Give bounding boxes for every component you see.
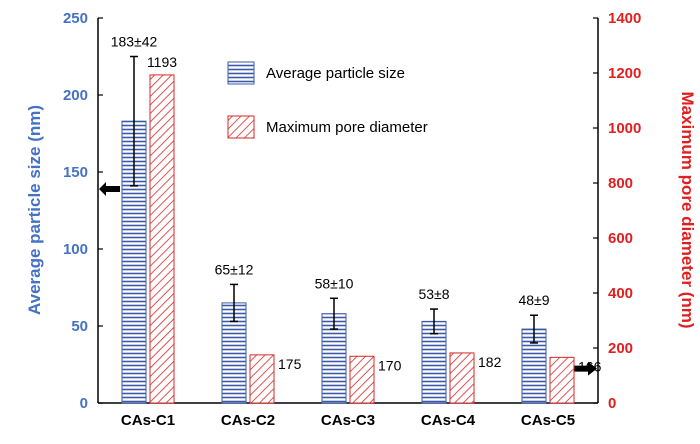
axes: 0 50 100 150 200 250 0 200 400 600 800 1000 1200 1400	[63, 10, 641, 412]
bar-pore-diameter	[249, 354, 275, 404]
right-tick-label: 1000	[608, 120, 641, 137]
left-tick-label: 150	[63, 164, 88, 181]
bar-pore-diameter	[549, 356, 575, 404]
x-tick-label: CAs-C2	[221, 412, 275, 429]
data-labels: 183±42 1193 CAs-C1 65±12 175 CAs-C2 58±10 170 CA…	[111, 34, 602, 430]
legend-label-particle-size: Average particle size	[266, 65, 405, 82]
data-label-pore-diameter: 166	[578, 358, 602, 374]
left-tick-label: 200	[63, 87, 88, 104]
legend-label-pore-diameter: Maximum pore diameter	[266, 119, 428, 136]
data-label-particle-size: 58±10	[315, 275, 354, 291]
bar-pore-diameter	[149, 74, 175, 404]
right-tick-label: 200	[608, 340, 633, 357]
legend-swatch-pore-diameter	[227, 115, 255, 139]
right-tick-label: 800	[608, 175, 633, 192]
bar-pore-diameter	[349, 355, 375, 404]
right-tick-label: 1400	[608, 10, 641, 27]
x-tick-label: CAs-C1	[121, 412, 175, 429]
legend-swatch-particle-size	[227, 61, 255, 85]
data-label-particle-size: 53±8	[418, 286, 449, 302]
x-tick-label: CAs-C5	[521, 412, 575, 429]
bar-pore-diameter	[449, 352, 475, 404]
left-tick-label: 50	[71, 318, 88, 335]
left-tick-label: 250	[63, 10, 88, 27]
right-axis-arrow-icon	[568, 361, 597, 376]
x-tick-label: CAs-C3	[321, 412, 375, 429]
right-tick-label: 1200	[608, 65, 641, 82]
data-label-particle-size: 183±42	[111, 34, 158, 50]
data-label-particle-size: 48±9	[518, 292, 549, 308]
left-axis-arrow-icon	[99, 181, 120, 196]
legend: Average particle size Maximum pore diamet…	[227, 61, 428, 139]
data-label-pore-diameter: 175	[278, 356, 302, 372]
y-axis-title-right: Maximum pore diameter (nm)	[678, 91, 697, 328]
right-tick-label: 600	[608, 230, 633, 247]
left-tick-label: 100	[63, 241, 88, 258]
right-tick-label: 400	[608, 285, 633, 302]
bar-particle-size	[421, 320, 447, 404]
y-axis-title-left: Average particle size (nm)	[25, 105, 44, 315]
left-tick-label: 0	[80, 395, 88, 412]
bars	[121, 55, 575, 404]
data-label-pore-diameter: 170	[378, 357, 402, 373]
right-tick-label: 0	[608, 395, 616, 412]
data-label-particle-size: 65±12	[215, 261, 254, 277]
data-label-pore-diameter: 182	[478, 354, 502, 370]
x-tick-label: CAs-C4	[421, 412, 476, 429]
data-label-pore-diameter: 1193	[147, 54, 177, 70]
